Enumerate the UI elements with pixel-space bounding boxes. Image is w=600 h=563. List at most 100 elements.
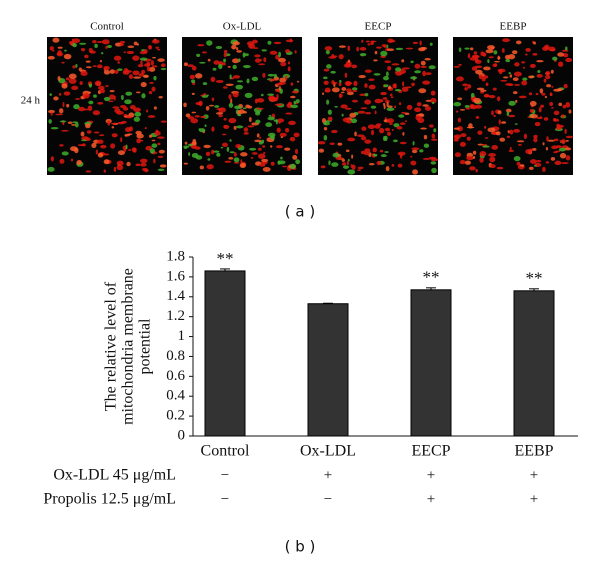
cell-spot (495, 131, 501, 136)
cell-spot (72, 38, 81, 44)
cell-spot (512, 50, 518, 55)
cell-spot (368, 163, 375, 166)
x-tick-label: Control (201, 443, 250, 460)
cell-spot (191, 111, 197, 114)
cell-spot (157, 58, 165, 62)
cell-spot (279, 77, 287, 83)
cell-spot (341, 87, 347, 91)
column-label: Control (90, 21, 124, 33)
cell-spot (127, 45, 135, 48)
cell-spot (509, 146, 512, 151)
cell-spot (473, 97, 482, 104)
y-axis-label: mitochondria membrane (120, 268, 137, 425)
cell-spot (148, 134, 153, 138)
cell-spot (237, 113, 242, 117)
cell-spot (68, 73, 77, 80)
cell-spot (535, 159, 542, 163)
cell-spot (83, 108, 89, 111)
cell-spot (255, 111, 261, 116)
cell-spot (390, 93, 393, 97)
cell-spot (82, 92, 90, 99)
cell-spot (98, 85, 105, 91)
cell-spot (116, 160, 124, 166)
cell-spot (342, 117, 351, 123)
cell-spot (288, 120, 296, 126)
y-tick-label: 1 (178, 328, 186, 344)
cell-spot (151, 39, 160, 44)
cell-spot (226, 146, 230, 152)
cell-spot (508, 72, 512, 75)
cell-spot (49, 93, 52, 96)
cell-spot (525, 149, 532, 154)
cell-spot (140, 60, 143, 65)
cell-spot (248, 116, 252, 123)
cell-spot (198, 100, 203, 107)
cell-spot (254, 54, 261, 58)
cell-spot (251, 152, 258, 155)
cell-spot (263, 152, 266, 155)
cell-spot (384, 127, 391, 132)
cell-spot (275, 145, 283, 149)
cell-spot (140, 82, 147, 88)
cell-spot (357, 166, 364, 170)
cell-spot (488, 56, 494, 59)
cell-spot (564, 128, 567, 134)
cell-spot (502, 38, 511, 43)
y-tick-label: 0.6 (166, 368, 185, 384)
cell-spot (364, 99, 372, 105)
cell-spot (331, 87, 340, 93)
cell-spot (289, 163, 296, 170)
cell-spot (243, 132, 249, 135)
cell-spot (260, 93, 264, 97)
cell-spot (328, 160, 331, 165)
cell-spot (480, 51, 485, 57)
cell-spot (514, 62, 520, 67)
cell-spot (136, 133, 144, 139)
cell-spot (414, 107, 422, 113)
cell-spot (202, 82, 208, 86)
cell-spot (136, 43, 140, 46)
cell-spot (357, 110, 366, 114)
cell-spot (100, 144, 107, 149)
cell-spot (390, 96, 394, 99)
cell-spot (386, 48, 395, 51)
cell-spot (478, 74, 483, 80)
cell-spot (553, 110, 560, 116)
cell-spot (469, 166, 476, 171)
cell-spot (542, 166, 546, 172)
y-axis-label: potential (137, 318, 154, 375)
cell-spot (512, 77, 519, 82)
cell-spot (565, 102, 571, 108)
cell-spot (373, 59, 378, 62)
cell-spot (249, 147, 257, 151)
micrograph (317, 37, 439, 175)
cell-spot (528, 92, 533, 96)
cell-spot (398, 114, 405, 118)
cell-spot (95, 149, 98, 155)
cell-spot (420, 60, 426, 66)
cell-spot (47, 166, 55, 172)
cell-spot (431, 138, 438, 141)
cell-spot (545, 161, 550, 164)
cell-spot (152, 56, 156, 59)
cell-spot (534, 122, 541, 127)
cell-spot (137, 64, 144, 68)
cell-spot (533, 164, 537, 167)
cell-spot (220, 146, 224, 149)
cell-spot (465, 107, 470, 110)
cell-spot (358, 74, 366, 79)
cell-spot (323, 80, 329, 85)
cell-spot (126, 50, 135, 55)
cell-spot (454, 152, 461, 158)
cell-spot (233, 152, 237, 157)
cell-spot (228, 157, 234, 160)
cell-spot (401, 86, 409, 92)
cell-spot (122, 70, 127, 75)
cell-spot (518, 95, 527, 99)
cell-spot (528, 166, 534, 170)
cell-spot (420, 65, 428, 68)
cell-spot (223, 53, 227, 58)
cell-spot (508, 100, 516, 106)
cell-spot (422, 80, 431, 85)
cell-spot (254, 58, 261, 63)
